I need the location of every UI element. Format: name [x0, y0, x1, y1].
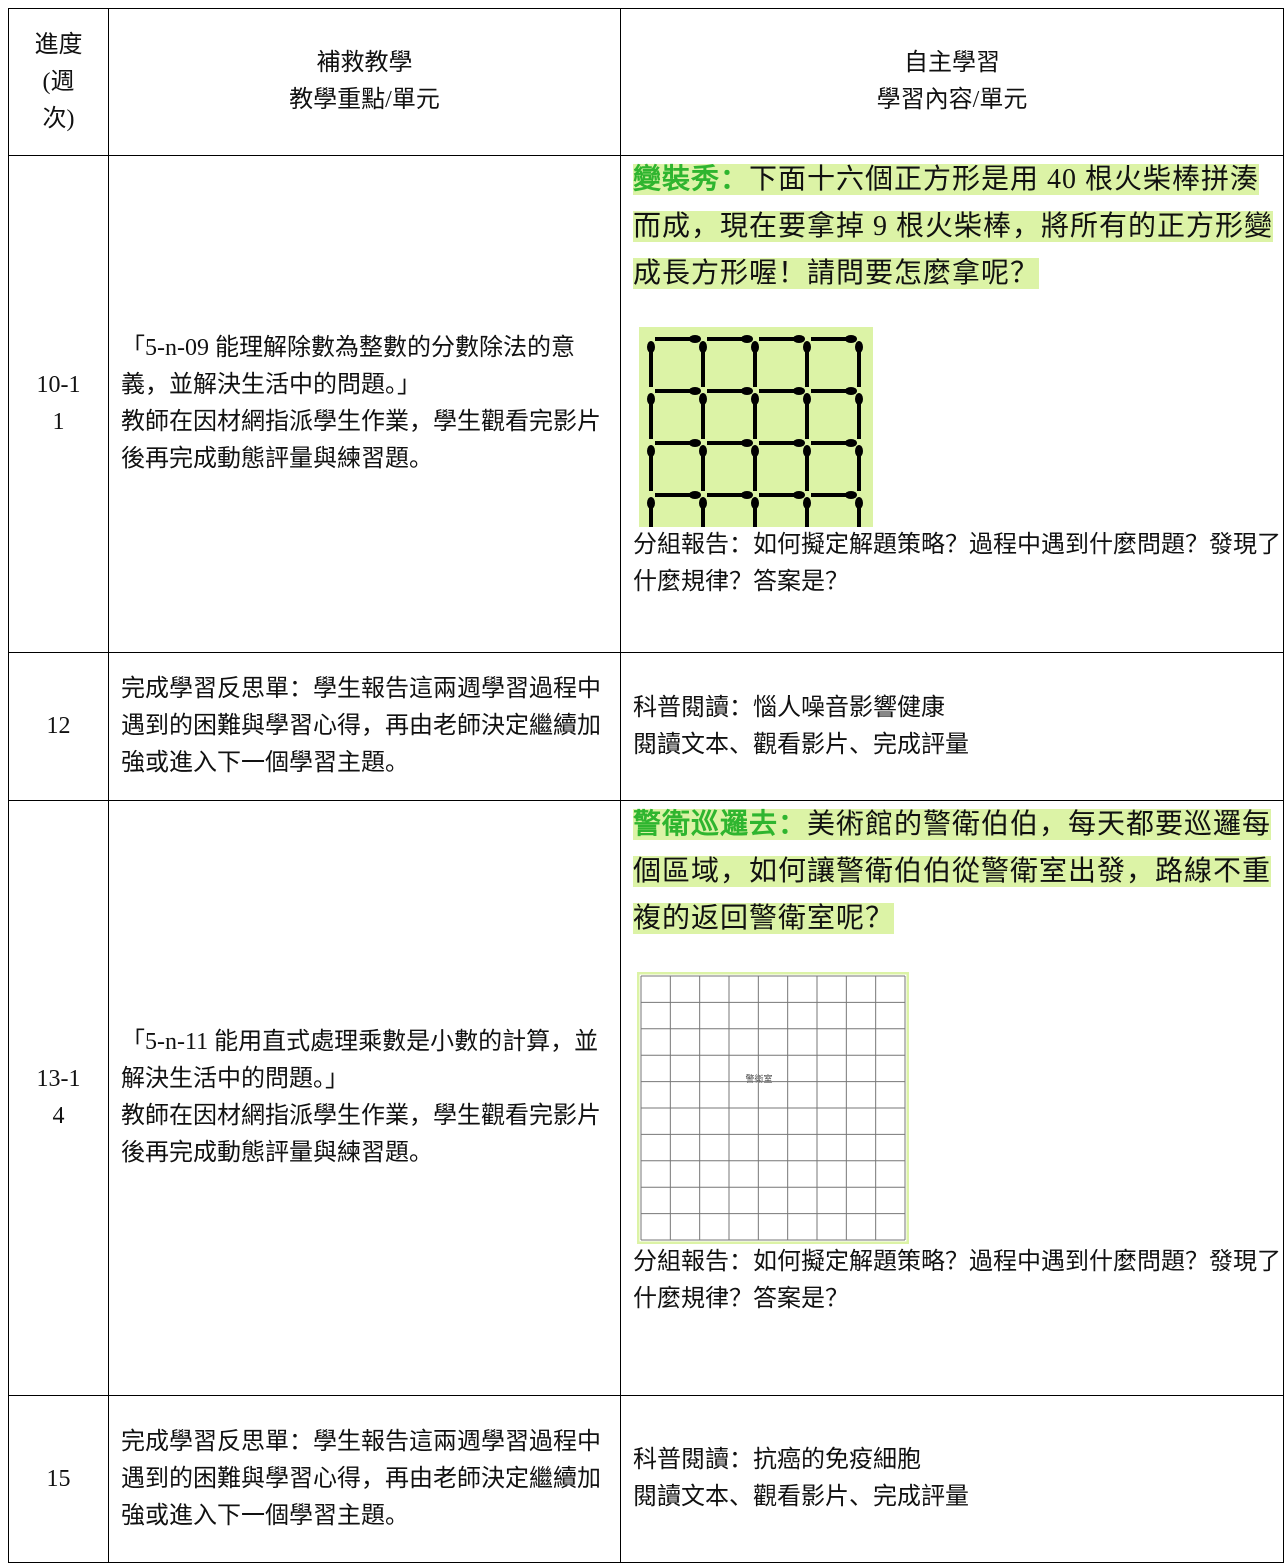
shape	[741, 335, 753, 343]
row: 15 完成學習反思單：學生報告這兩週學習過程中遇到的困難與學習心得，再由老師決定…	[8, 1395, 1284, 1563]
shape	[689, 439, 701, 447]
shape	[741, 491, 753, 499]
shape	[855, 393, 863, 405]
header-text: 自主學習	[904, 50, 1000, 76]
shape	[855, 497, 863, 509]
row: 12 完成學習反思單：學生報告這兩週學習過程中遇到的困難與學習心得，再由老師決定…	[8, 652, 1284, 801]
shape	[751, 341, 759, 353]
header-week: 進度(週次)	[34, 31, 83, 132]
text: 教師在因材網指派學生作業，學生觀看完影片後再完成動態評量與練習題。	[121, 409, 601, 472]
text: 閱讀文本、觀看影片、完成評量	[633, 1484, 969, 1510]
grid-label: 警衛室	[745, 1073, 772, 1084]
shape	[845, 491, 857, 499]
shape	[845, 335, 857, 343]
text: 閱讀文本、觀看影片、完成評量	[633, 731, 969, 758]
week: 15	[46, 1465, 71, 1492]
text: 科普閱讀：抗癌的免疫細胞	[633, 1447, 921, 1473]
remedial-cell: 完成學習反思單：學生報告這兩週學習過程中遇到的困難與學習心得，再由老師決定繼續加…	[108, 652, 621, 801]
row: 10-11 「5-n-09 能理解除數為整數的分數除法的意義，並解決生活中的問題…	[8, 155, 1284, 653]
week: 13-14	[36, 1066, 81, 1129]
shape	[803, 497, 811, 509]
week-cell: 12	[8, 652, 109, 801]
schedule-table: 進度(週次) 補救教學教學重點/單元 自主學習學習內容/單元 10-11 「5-…	[8, 8, 1284, 1563]
shape	[845, 439, 857, 447]
header-row: 進度(週次) 補救教學教學重點/單元 自主學習學習內容/單元	[8, 8, 1284, 156]
shape	[647, 497, 655, 509]
remedial-cell: 「5-n-11 能用直式處理乘數是小數的計算，並解決生活中的問題。」 教師在因材網…	[108, 800, 621, 1396]
header-cell: 進度(週次)	[8, 8, 109, 156]
shape	[751, 393, 759, 405]
shape	[793, 387, 805, 395]
highlight: 警衛巡邏去：美術館的警衛伯伯，每天都要巡邏每個區域，如何讓警衛伯伯從警衛室出發，…	[633, 809, 1272, 934]
shape	[699, 445, 707, 457]
remedial-cell: 「5-n-09 能理解除數為整數的分數除法的意義，並解決生活中的問題。」 教師在因…	[108, 155, 621, 653]
week: 10-11	[36, 372, 81, 435]
week: 12	[46, 713, 71, 739]
shape	[793, 491, 805, 499]
shape	[793, 335, 805, 343]
shape	[699, 393, 707, 405]
week-cell: 13-14	[8, 800, 109, 1396]
shape	[751, 497, 759, 509]
highlight-text: 美術館的警衛伯伯，每天都要巡邏每個區域，如何讓警衛伯伯從警衛室出發，路線不重複的…	[633, 809, 1272, 934]
shape	[699, 497, 707, 509]
shape	[751, 445, 759, 457]
matchstick-image	[639, 327, 873, 527]
text: 完成學習反思單：學生報告這兩週學習過程中遇到的困難與學習心得，再由老師決定繼續加…	[121, 676, 601, 776]
highlight-title: 變裝秀：	[633, 164, 750, 195]
shape	[689, 491, 701, 499]
highlight-text: 下面十六個正方形是用 40 根火柴棒拼湊而成，現在要拿掉 9 根火柴棒，將所有的…	[633, 164, 1274, 289]
shape	[647, 341, 655, 353]
shape	[855, 445, 863, 457]
shape	[699, 341, 707, 353]
shape	[793, 439, 805, 447]
text: 完成學習反思單：學生報告這兩週學習過程中遇到的困難與學習心得，再由老師決定繼續加…	[121, 1428, 601, 1529]
remedial-cell: 完成學習反思單：學生報告這兩週學習過程中遇到的困難與學習心得，再由老師決定繼續加…	[108, 1395, 621, 1563]
week-cell: 10-11	[8, 155, 109, 653]
shape	[803, 341, 811, 353]
self-study-cell: 變裝秀：下面十六個正方形是用 40 根火柴棒拼湊而成，現在要拿掉 9 根火柴棒，…	[620, 155, 1284, 653]
header-text: 教學重點/單元	[289, 87, 440, 113]
self-study-cell: 警衛巡邏去：美術館的警衛伯伯，每天都要巡邏每個區域，如何讓警衛伯伯從警衛室出發，…	[620, 800, 1284, 1396]
week-cell: 15	[8, 1395, 109, 1563]
header-cell: 補救教學教學重點/單元	[108, 8, 621, 156]
highlight: 變裝秀：下面十六個正方形是用 40 根火柴棒拼湊而成，現在要拿掉 9 根火柴棒，…	[633, 164, 1274, 289]
header-cell: 自主學習學習內容/單元	[620, 8, 1284, 156]
text: 「5-n-11 能用直式處理乘數是小數的計算，並解決生活中的問題。」	[121, 1029, 599, 1092]
header-text: 補救教學	[316, 50, 413, 76]
shape	[741, 439, 753, 447]
text: 「5-n-09 能理解除數為整數的分數除法的意義，並解決生活中的問題。」	[121, 335, 575, 398]
row: 13-14 「5-n-11 能用直式處理乘數是小數的計算，並解決生活中的問題。」…	[8, 800, 1284, 1396]
self-study-cell: 科普閱讀：抗癌的免疫細胞閱讀文本、觀看影片、完成評量	[620, 1395, 1284, 1563]
patrol-grid-image: 警衛室	[637, 972, 909, 1244]
shape	[845, 387, 857, 395]
header-text: 學習內容/單元	[876, 87, 1028, 113]
shape	[647, 445, 655, 457]
shape	[803, 445, 811, 457]
text: 分組報告：如何擬定解題策略？過程中遇到什麼問題？發現了什麼規律？答案是？	[633, 532, 1281, 595]
self-study-cell: 科普閱讀：惱人噪音影響健康 閱讀文本、觀看影片、完成評量	[620, 652, 1284, 801]
shape	[689, 335, 701, 343]
shape	[741, 387, 753, 395]
text: 科普閱讀：惱人噪音影響健康	[633, 694, 945, 721]
shape	[689, 387, 701, 395]
shape	[647, 393, 655, 405]
text: 分組報告：如何擬定解題策略？過程中遇到什麼問題？發現了什麼規律？答案是？	[633, 1249, 1281, 1312]
highlight-title: 警衛巡邏去：	[633, 809, 808, 840]
shape	[855, 341, 863, 353]
text: 教師在因材網指派學生作業，學生觀看完影片後再完成動態評量與練習題。	[121, 1103, 601, 1166]
shape	[803, 393, 811, 405]
